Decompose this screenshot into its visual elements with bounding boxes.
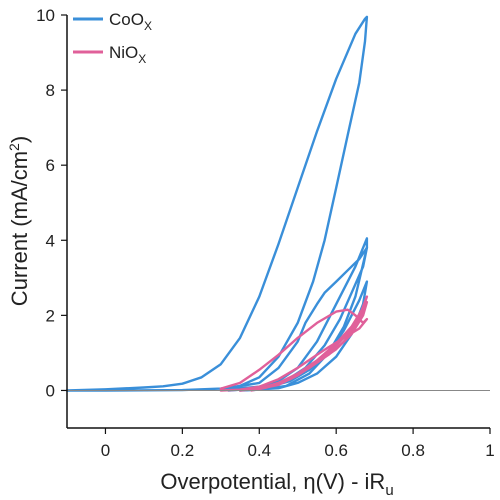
x-tick-label: 0.6: [324, 441, 348, 460]
x-axis-title-sub: u: [385, 482, 393, 499]
x-axis-title-main: Overpotential, η(V) - iR: [160, 469, 385, 494]
legend-label-coox-main: CoO: [109, 10, 144, 29]
y-axis-title-main: Current (mA/cm: [7, 151, 32, 306]
x-tick-label: 0.4: [247, 441, 271, 460]
legend-label-coox: CoOX: [109, 10, 152, 33]
series-curve-coox: [65, 15, 369, 392]
series-curve-niox: [250, 301, 369, 392]
y-axis-title-sup: 2: [6, 143, 22, 151]
y-axis-title-end: ): [7, 136, 32, 143]
x-tick-label: 0.2: [171, 441, 195, 460]
y-axis-title: Current (mA/cm2): [6, 136, 32, 306]
y-tick-label: 6: [46, 156, 55, 175]
legend: CoOX NiOX: [73, 10, 152, 66]
axis-ticks: 0 2 4 6 8 10 0 0.2 0.4 0.6 0.8 1: [36, 6, 495, 460]
series-curve-coox: [219, 237, 369, 391]
legend-label-niox-sub: X: [138, 52, 146, 66]
y-tick-label: 8: [46, 81, 55, 100]
y-tick-label: 10: [36, 6, 55, 25]
plot-curves: [65, 15, 369, 392]
x-axis-title: Overpotential, η(V) - iRu: [160, 469, 393, 499]
legend-label-niox-main: NiO: [109, 43, 138, 62]
y-tick-label: 2: [46, 306, 55, 325]
legend-label-niox: NiOX: [109, 43, 146, 66]
legend-label-coox-sub: X: [144, 19, 152, 33]
y-tick-label: 4: [46, 231, 55, 250]
y-tick-label: 0: [46, 381, 55, 400]
x-tick-label: 1: [485, 441, 494, 460]
series-curve-niox: [219, 308, 369, 392]
x-tick-label: 0: [101, 441, 110, 460]
x-tick-label: 0.8: [401, 441, 425, 460]
series-curve-coox: [238, 280, 369, 392]
